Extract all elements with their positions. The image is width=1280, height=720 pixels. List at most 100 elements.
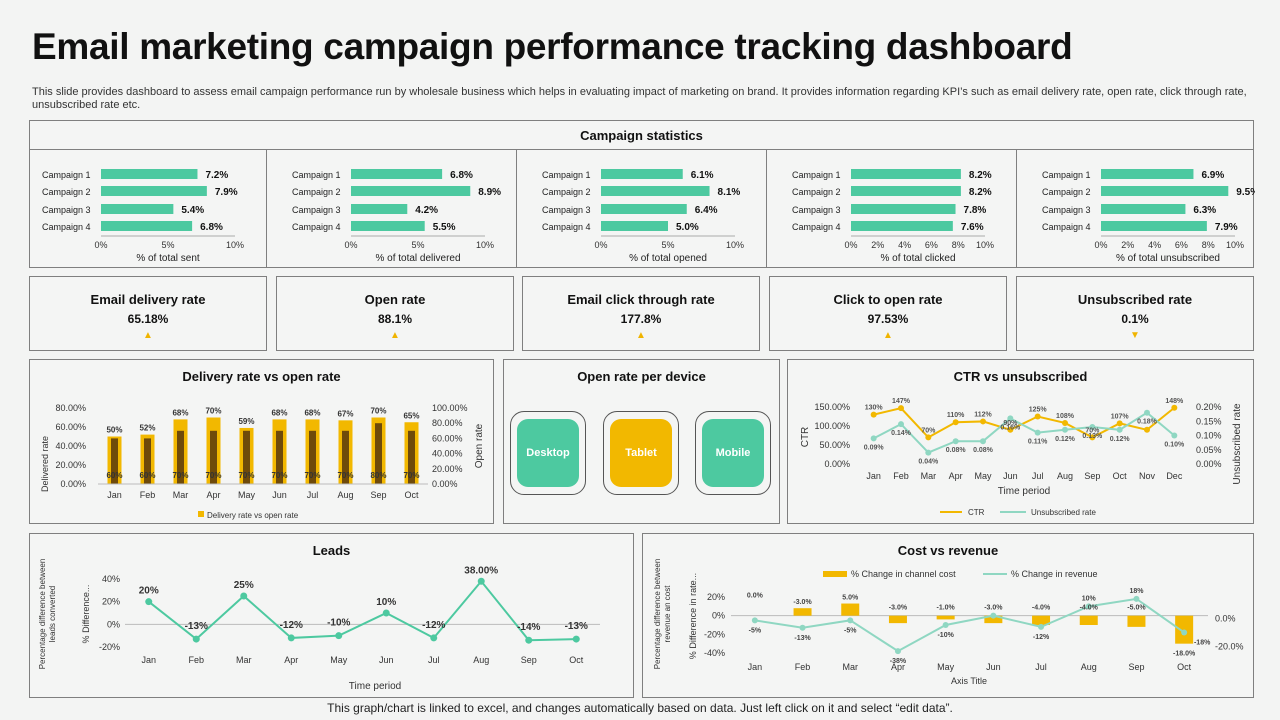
- cost-bar-label: -3.0%: [889, 605, 908, 612]
- cost-bar-label: -1.0%: [937, 605, 956, 612]
- x-tick-label: Feb: [893, 471, 909, 481]
- campaign-bar: [1101, 204, 1186, 214]
- y-tick-label: 0%: [107, 619, 120, 629]
- unsubscribed-point: [1089, 423, 1096, 430]
- legend-swatch: [198, 511, 204, 517]
- campaign-bar-label: 6.3%: [1193, 205, 1216, 216]
- campaign-bar-label: 7.6%: [961, 222, 984, 233]
- open-rate-bar-label: 70%: [403, 471, 419, 480]
- revenue-point: [1038, 623, 1045, 630]
- ctr-point: [1116, 420, 1123, 427]
- x-tick-label: Jun: [379, 655, 394, 665]
- trend-down-icon: ▼: [1130, 330, 1140, 341]
- campaign-tick-label: 10%: [976, 240, 994, 250]
- ctr-point: [1034, 413, 1041, 420]
- y-axis-title: revenue an cost: [663, 585, 672, 643]
- campaign-bar-label: 9.5%: [1236, 187, 1255, 198]
- campaign-label: Campaign 1: [792, 170, 841, 180]
- leads-point-label: -10%: [327, 618, 350, 629]
- revenue-point-label: -5%: [749, 627, 762, 634]
- cost-bar: [984, 615, 1003, 624]
- cost-bar-label: 0.0%: [747, 593, 764, 600]
- device-mobile[interactable]: Mobile: [695, 411, 771, 495]
- campaign-tick-label: 5%: [411, 240, 424, 250]
- open-rate-bar: [243, 430, 250, 484]
- kpi-value: 177.8%: [620, 312, 662, 326]
- campaign-label: Campaign 3: [292, 205, 341, 215]
- ctr-vs-unsubscribed-panel: CTR vs unsubscribed 0.00% 50.00% 100.00% 15…: [787, 359, 1254, 524]
- ctr-line: [873, 406, 1175, 439]
- unsubscribed-point-label: 0.12%: [1055, 436, 1076, 443]
- x-tick-label: Mar: [921, 471, 937, 481]
- legend-label: Delivery rate vs open rate: [207, 511, 299, 520]
- legend-unsubscribed-label: Unsubscribed rate: [1031, 508, 1096, 517]
- delivery-bar-label: 68%: [172, 408, 188, 417]
- x-tick-label: Aug: [1057, 471, 1073, 481]
- campaign-bar: [351, 221, 425, 231]
- x-axis-title: Time period: [998, 486, 1050, 497]
- kpi-card: Email delivery rate 65.18% ▲: [29, 276, 267, 351]
- campaign-bar-label: 8.2%: [969, 187, 992, 198]
- device-desktop[interactable]: Desktop: [510, 411, 586, 495]
- revenue-line: [754, 597, 1185, 653]
- x-tick-label: May: [937, 662, 955, 672]
- device-tablet[interactable]: Tablet: [603, 411, 679, 495]
- ctr-point: [952, 419, 959, 426]
- x-tick-label: Aug: [337, 490, 353, 500]
- y-axis-title: Delivered rate: [40, 436, 50, 492]
- y2-tick-label: 60.00%: [432, 433, 463, 443]
- ctr-point-label: 70%: [921, 427, 936, 434]
- campaign-axis-title: % of total opened: [629, 253, 707, 264]
- kpi-label: Email delivery rate: [90, 292, 206, 307]
- open-rate-bar-label: 70%: [337, 471, 353, 480]
- campaign-axis-title: % of total clicked: [880, 253, 955, 264]
- revenue-point: [799, 624, 806, 631]
- campaign-bar-label: 6.8%: [450, 170, 473, 181]
- x-tick-label: May: [238, 490, 256, 500]
- kpi-value: 88.1%: [377, 312, 413, 326]
- kpi-card: Click to open rate 97.53% ▲: [769, 276, 1007, 351]
- y-tick-label: 20.00%: [55, 460, 86, 470]
- y-tick-label: 100.00%: [814, 421, 850, 431]
- campaign-bar: [101, 186, 207, 196]
- x-tick-label: Mar: [173, 490, 189, 500]
- campaign-label: Campaign 2: [292, 187, 341, 197]
- y2-tick-label: 0.05%: [1196, 445, 1222, 455]
- leads-title: Leads: [312, 543, 351, 558]
- campaign-bar: [1101, 186, 1229, 196]
- unsubscribed-point: [870, 435, 877, 442]
- revenue-point: [990, 612, 997, 619]
- campaign-label: Campaign 4: [792, 222, 841, 232]
- leads-point-label: -13%: [565, 621, 588, 632]
- unsubscribed-point-label: 0.16%: [1000, 424, 1021, 431]
- x-tick-label: Mar: [843, 662, 859, 672]
- campaign-tick-label: 10%: [1226, 240, 1244, 250]
- campaign-tick-label: 8%: [1202, 240, 1215, 250]
- kpi-value: 65.18%: [127, 312, 169, 326]
- leads-point-label: -12%: [422, 620, 445, 631]
- y2-tick-label: 0.00%: [432, 479, 458, 489]
- campaign-label: Campaign 3: [42, 205, 91, 215]
- y2-tick-label: 20.00%: [432, 464, 463, 474]
- open-rate-bar-label: 80%: [370, 471, 386, 480]
- y-axis-title: CTR: [800, 427, 811, 448]
- leads-point-label: -13%: [185, 621, 208, 632]
- campaign-tick-label: 4%: [898, 240, 911, 250]
- delivery-bar-label: 68%: [304, 408, 320, 417]
- x-tick-label: Oct: [404, 490, 419, 500]
- campaign-label: Campaign 4: [292, 222, 341, 232]
- campaign-label: Campaign 1: [542, 170, 591, 180]
- x-tick-label: Aug: [1081, 662, 1097, 672]
- delivery-vs-open-title: Delivery rate vs open rate: [182, 369, 341, 384]
- x-tick-label: Apr: [949, 471, 963, 481]
- leads-point: [335, 632, 343, 640]
- campaign-label: Campaign 1: [42, 170, 91, 180]
- leads-point-label: 20%: [139, 586, 159, 597]
- open-rate-bar: [309, 430, 316, 484]
- open-rate-device-title: Open rate per device: [577, 369, 706, 384]
- y-tick-label: 50.00%: [819, 440, 850, 450]
- leads-line: [148, 579, 577, 642]
- unsubscribed-point: [898, 421, 904, 428]
- campaign-label: Campaign 3: [542, 205, 591, 215]
- campaign-bar: [1101, 169, 1194, 179]
